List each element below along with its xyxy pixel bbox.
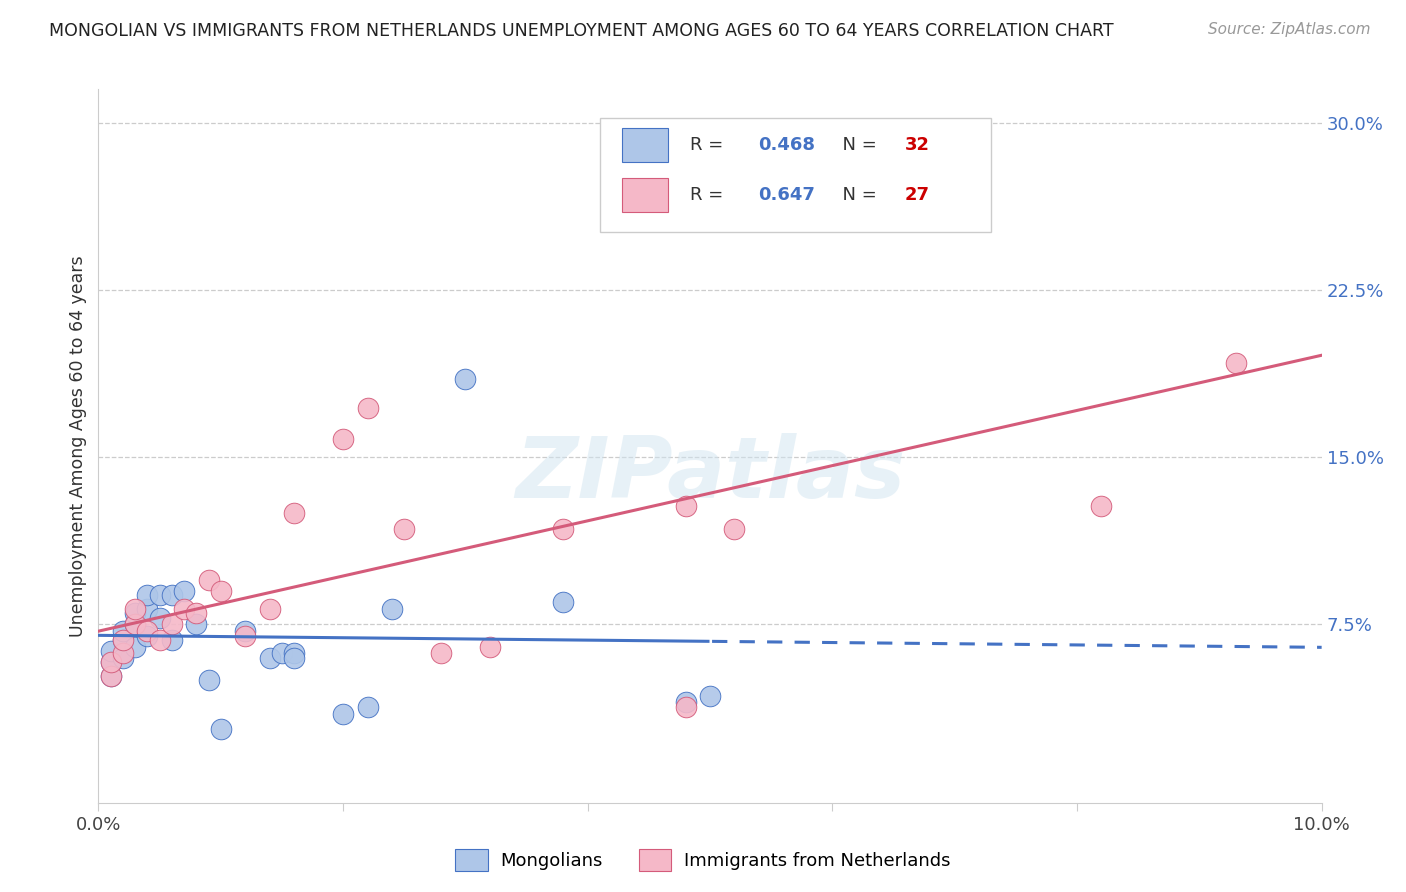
Point [186,617,208,632]
Text: R =: R = [690,136,730,153]
Point [197,673,219,687]
Point [124,640,146,654]
Point [186,607,208,621]
Point [111,624,134,639]
Point [356,401,378,416]
Text: 0.468: 0.468 [758,136,814,153]
Point [100,655,122,669]
Point [675,696,697,710]
Point [259,651,281,665]
Point [1090,500,1112,514]
Bar [621,128,668,162]
Point [124,617,146,632]
Point [209,583,232,598]
Point [233,628,256,642]
Point [283,646,305,660]
Point [111,646,134,660]
Point [111,651,134,665]
Point [233,624,256,639]
Point [675,500,697,514]
Point [160,617,183,632]
Point [136,601,159,615]
Point [553,595,575,609]
Point [100,669,122,683]
Point [100,669,122,683]
Point [173,601,195,615]
Point [478,640,501,654]
Point [332,432,354,446]
Point [283,506,305,520]
Point [124,607,146,621]
Point [160,589,183,603]
Point [197,573,219,587]
Point [381,601,404,615]
Point [332,706,354,721]
Text: N =: N = [831,136,883,153]
Point [100,655,122,669]
Text: 27: 27 [904,186,929,203]
Point [149,633,172,648]
Bar [621,178,668,212]
Point [124,601,146,615]
Point [124,617,146,632]
Point [675,699,697,714]
Point [259,601,281,615]
Text: Source: ZipAtlas.com: Source: ZipAtlas.com [1208,22,1371,37]
Legend: Mongolians, Immigrants from Netherlands: Mongolians, Immigrants from Netherlands [449,842,957,879]
Point [111,633,134,648]
Text: N =: N = [831,186,883,203]
Point [356,699,378,714]
Point [149,610,172,624]
Point [136,589,159,603]
Point [100,644,122,658]
Point [136,624,159,639]
Point [283,651,305,665]
Point [173,583,195,598]
Point [160,633,183,648]
Point [209,723,232,737]
Point [797,149,820,163]
FancyBboxPatch shape [600,118,991,232]
Point [430,646,453,660]
Y-axis label: Unemployment Among Ages 60 to 64 years: Unemployment Among Ages 60 to 64 years [69,255,87,637]
Text: 32: 32 [904,136,929,153]
Point [723,521,745,535]
Point [270,646,292,660]
Point [699,689,721,703]
Point [392,521,416,535]
Point [149,589,172,603]
Point [1225,356,1247,371]
Point [454,372,477,386]
Text: ZIPatlas: ZIPatlas [515,433,905,516]
Point [136,628,159,642]
Point [111,633,134,648]
Text: MONGOLIAN VS IMMIGRANTS FROM NETHERLANDS UNEMPLOYMENT AMONG AGES 60 TO 64 YEARS : MONGOLIAN VS IMMIGRANTS FROM NETHERLANDS… [49,22,1114,40]
Text: R =: R = [690,186,730,203]
Text: 0.647: 0.647 [758,186,814,203]
Point [553,521,575,535]
